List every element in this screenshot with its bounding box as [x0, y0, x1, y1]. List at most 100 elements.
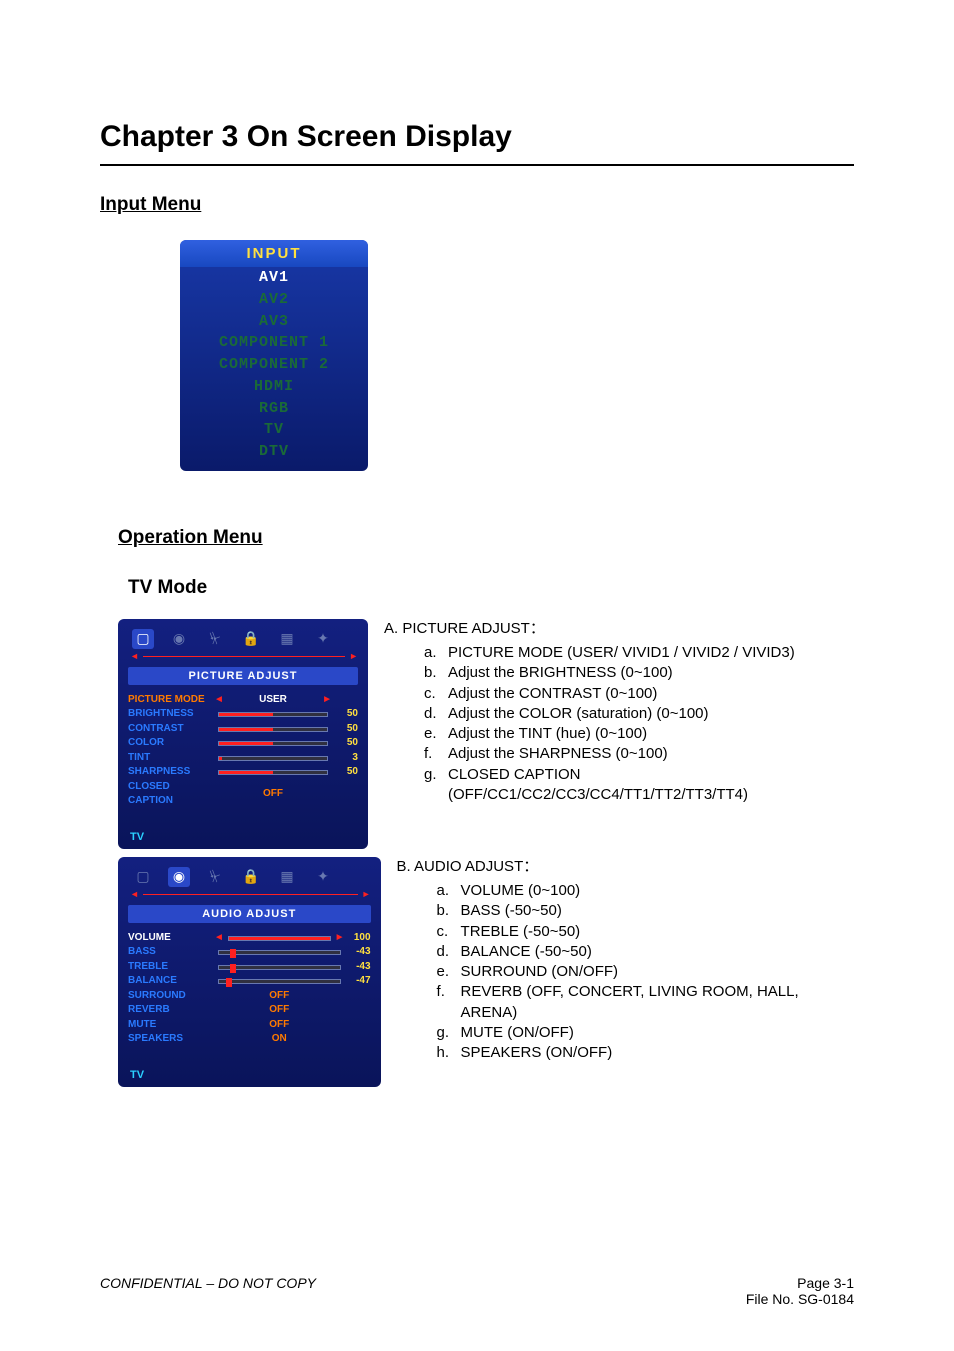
osd-tab-icon[interactable]: ▦ — [276, 629, 298, 649]
desc-letter: d. — [437, 942, 461, 962]
osd-row-label: TINT — [128, 751, 214, 766]
input-menu-item[interactable]: TV — [180, 419, 368, 441]
input-menu-item[interactable]: COMPONENT 1 — [180, 332, 368, 354]
osd-row[interactable]: PICTURE MODE◄USER► — [128, 693, 358, 708]
desc-item: f.Adjust the SHARPNESS (0~100) — [424, 744, 854, 764]
osd-row[interactable]: CLOSED CAPTIONOFF — [128, 780, 358, 809]
desc-item: a.PICTURE MODE (USER/ VIVID1 / VIVID2 / … — [424, 643, 854, 663]
osd-tab-icon[interactable]: ▢ — [132, 629, 154, 649]
osd-slider[interactable] — [218, 727, 328, 732]
osd-row-center: OFF — [214, 787, 332, 802]
osd-row[interactable]: BALANCE-47 — [128, 974, 371, 989]
desc-text: Adjust the SHARPNESS (0~100) — [448, 744, 854, 764]
desc-text: BASS (-50~50) — [461, 901, 854, 921]
desc-letter: e. — [437, 962, 461, 982]
audio-desc-heading: B. AUDIO ADJUST： — [397, 857, 854, 877]
osd-row[interactable]: MUTEOFF — [128, 1018, 371, 1033]
desc-item: c.Adjust the CONTRAST (0~100) — [424, 684, 854, 704]
osd-tab-icon[interactable]: 🔒 — [240, 629, 262, 649]
desc-letter: b. — [437, 901, 461, 921]
osd-row-value: 50 — [332, 736, 358, 751]
osd-slider[interactable] — [218, 741, 328, 746]
osd-row-label: BALANCE — [128, 974, 214, 989]
osd-tab-icon[interactable]: ⏧ — [204, 629, 226, 649]
osd-row[interactable]: COLOR 50 — [128, 736, 358, 751]
page-footer: CONFIDENTIAL – DO NOT COPY Page 3-1 File… — [100, 1275, 854, 1307]
osd-row-value: -43 — [345, 945, 371, 960]
osd-row[interactable]: VOLUME◄►100 — [128, 931, 371, 946]
osd-slider[interactable] — [218, 965, 341, 970]
osd-row-label: SPEAKERS — [128, 1032, 214, 1047]
osd-row[interactable]: TINT3 — [128, 751, 358, 766]
osd-row[interactable]: SHARPNESS 50 — [128, 765, 358, 780]
osd-row-label: BRIGHTNESS — [128, 707, 214, 722]
osd-tab-icon[interactable]: ✦ — [312, 629, 334, 649]
audio-desc-list: a.VOLUME (0~100)b.BASS (-50~50)c.TREBLE … — [397, 881, 854, 1063]
osd-row-label: COLOR — [128, 736, 214, 751]
osd-row-label: BASS — [128, 945, 214, 960]
input-menu-item[interactable]: HDMI — [180, 376, 368, 398]
audio-description: B. AUDIO ADJUST： a.VOLUME (0~100)b.BASS … — [397, 857, 854, 1087]
desc-text: Adjust the COLOR (saturation) (0~100) — [448, 704, 854, 724]
osd-slider[interactable] — [228, 936, 331, 941]
desc-text: SURROUND (ON/OFF) — [461, 962, 854, 982]
footer-file: File No. SG-0184 — [746, 1291, 854, 1307]
input-menu-item[interactable]: AV1 — [180, 267, 368, 289]
osd-row[interactable]: SPEAKERSON — [128, 1032, 371, 1047]
osd-row-label: MUTE — [128, 1018, 214, 1033]
arrow-left-icon[interactable]: ◄ — [214, 931, 224, 946]
osd-tab-icon[interactable]: ◉ — [168, 629, 190, 649]
arrow-left-icon[interactable]: ◄ — [214, 693, 224, 708]
osd-row-value: 50 — [332, 722, 358, 737]
input-menu-item[interactable]: DTV — [180, 441, 368, 463]
osd-slider[interactable] — [218, 950, 341, 955]
input-menu-item[interactable]: AV3 — [180, 311, 368, 333]
osd-tab-icon[interactable]: ⏧ — [204, 867, 226, 887]
osd-row[interactable]: CONTRAST50 — [128, 722, 358, 737]
desc-text: BALANCE (-50~50) — [461, 942, 854, 962]
input-menu-item[interactable]: AV2 — [180, 289, 368, 311]
osd-row[interactable]: BASS -43 — [128, 945, 371, 960]
input-menu-item[interactable]: RGB — [180, 398, 368, 420]
osd-tab-icon[interactable]: ✦ — [312, 867, 334, 887]
osd-row-label: SHARPNESS — [128, 765, 214, 780]
osd-row[interactable]: REVERBOFF — [128, 1003, 371, 1018]
osd-source-label: TV — [130, 831, 358, 843]
desc-item: d.BALANCE (-50~50) — [437, 942, 854, 962]
input-menu-item[interactable]: COMPONENT 2 — [180, 354, 368, 376]
osd-row[interactable]: BRIGHTNESS50 — [128, 707, 358, 722]
desc-text: REVERB (OFF, CONCERT, LIVING ROOM, HALL,… — [461, 982, 854, 1023]
osd-row-label: VOLUME — [128, 931, 214, 946]
osd-tab-icon[interactable]: ▢ — [132, 867, 154, 887]
osd-slider[interactable] — [218, 756, 328, 761]
input-menu-items: AV1AV2AV3COMPONENT 1COMPONENT 2HDMIRGBTV… — [180, 267, 368, 463]
osd-row-value: -43 — [345, 960, 371, 975]
desc-text: Adjust the CONTRAST (0~100) — [448, 684, 854, 704]
footer-confidential: CONFIDENTIAL – DO NOT COPY — [100, 1275, 316, 1291]
desc-text: CLOSED CAPTION (OFF/CC1/CC2/CC3/CC4/TT1/… — [448, 765, 854, 806]
osd-tab-icon[interactable]: ▦ — [276, 867, 298, 887]
osd-slider[interactable] — [218, 712, 328, 717]
desc-text: Adjust the TINT (hue) (0~100) — [448, 724, 854, 744]
osd-row-label: CLOSED CAPTION — [128, 780, 214, 809]
osd-slider[interactable] — [218, 770, 328, 775]
desc-text: MUTE (ON/OFF) — [461, 1023, 854, 1043]
osd-row-center: ON — [214, 1032, 345, 1047]
desc-letter: g. — [424, 765, 448, 806]
osd-row-center: OFF — [214, 1018, 345, 1033]
desc-item: e.Adjust the TINT (hue) (0~100) — [424, 724, 854, 744]
picture-desc-heading: A. PICTURE ADJUST： — [384, 619, 854, 639]
desc-text: TREBLE (-50~50) — [461, 922, 854, 942]
picture-description: A. PICTURE ADJUST： a.PICTURE MODE (USER/… — [384, 619, 854, 849]
osd-row[interactable]: SURROUNDOFF — [128, 989, 371, 1004]
osd-tab-icon[interactable]: 🔒 — [240, 867, 262, 887]
osd-tab-arrows: ◄► — [130, 889, 371, 899]
arrow-right-icon[interactable]: ► — [335, 931, 345, 946]
arrow-right-icon[interactable]: ► — [322, 693, 332, 708]
osd-row[interactable]: TREBLE-43 — [128, 960, 371, 975]
chapter-title: Chapter 3 On Screen Display — [100, 120, 854, 154]
osd-tab-icon[interactable]: ◉ — [168, 867, 190, 887]
input-menu-header: INPUT — [180, 240, 368, 267]
osd-row-value: 50 — [332, 765, 358, 780]
osd-slider[interactable] — [218, 979, 341, 984]
